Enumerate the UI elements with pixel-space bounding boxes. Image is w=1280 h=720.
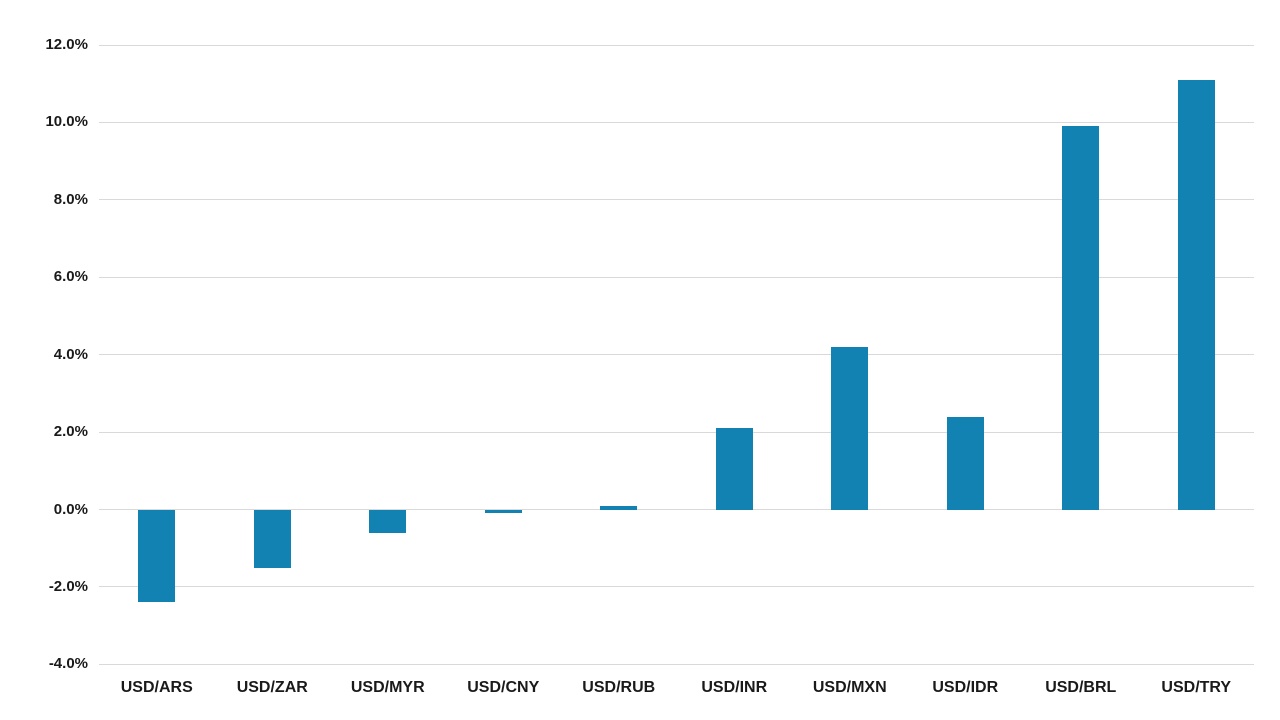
x-tick-label-usd-cny: USD/CNY [467,679,540,696]
gridline-0 [99,509,1254,511]
bar-usd-inr [715,428,753,510]
bar-usd-idr [946,416,984,510]
x-tick-label-usd-mxn: USD/MXN [812,679,887,696]
gridline-4 [99,354,1254,356]
x-tick-label-usd-try: USD/TRY [1161,679,1232,696]
gridline-10 [99,121,1254,123]
y-tick-label--2: -2.0% [48,577,88,595]
y-tick-label-2: 2.0% [53,423,88,441]
x-tick-label-usd-ars: USD/ARS [120,679,193,696]
gridline-12 [99,44,1254,46]
y-tick-label-0: 0.0% [53,500,88,518]
bar-usd-myr [369,509,407,533]
bar-usd-try [1177,79,1215,510]
bar-usd-cny [484,509,522,514]
gridline-6 [99,276,1254,278]
bar-usd-ars [138,509,176,603]
gridline-8 [99,199,1254,201]
y-tick-label-10: 10.0% [45,113,88,131]
x-tick-label-usd-brl: USD/BRL [1045,679,1117,696]
y-tick-label-8: 8.0% [53,190,88,208]
x-tick-label-usd-idr: USD/IDR [932,679,999,696]
x-tick-label-usd-myr: USD/MYR [350,679,425,696]
gridline--4 [99,663,1254,665]
bar-usd-zar [253,509,291,568]
y-tick-label-12: 12.0% [45,36,88,53]
gridline-2 [99,431,1254,433]
x-tick-label-usd-zar: USD/ZAR [236,679,308,696]
y-tick-label-6: 6.0% [53,268,88,286]
x-tick-label-usd-rub: USD/RUB [582,679,656,696]
bar-usd-brl [1062,126,1100,510]
bar-usd-rub [600,505,638,510]
y-tick-label-4: 4.0% [53,345,88,363]
y-tick-label--4: -4.0% [48,655,88,673]
gridline--2 [99,586,1254,588]
x-tick-label-usd-inr: USD/INR [701,679,768,696]
bar-usd-mxn [831,346,869,510]
